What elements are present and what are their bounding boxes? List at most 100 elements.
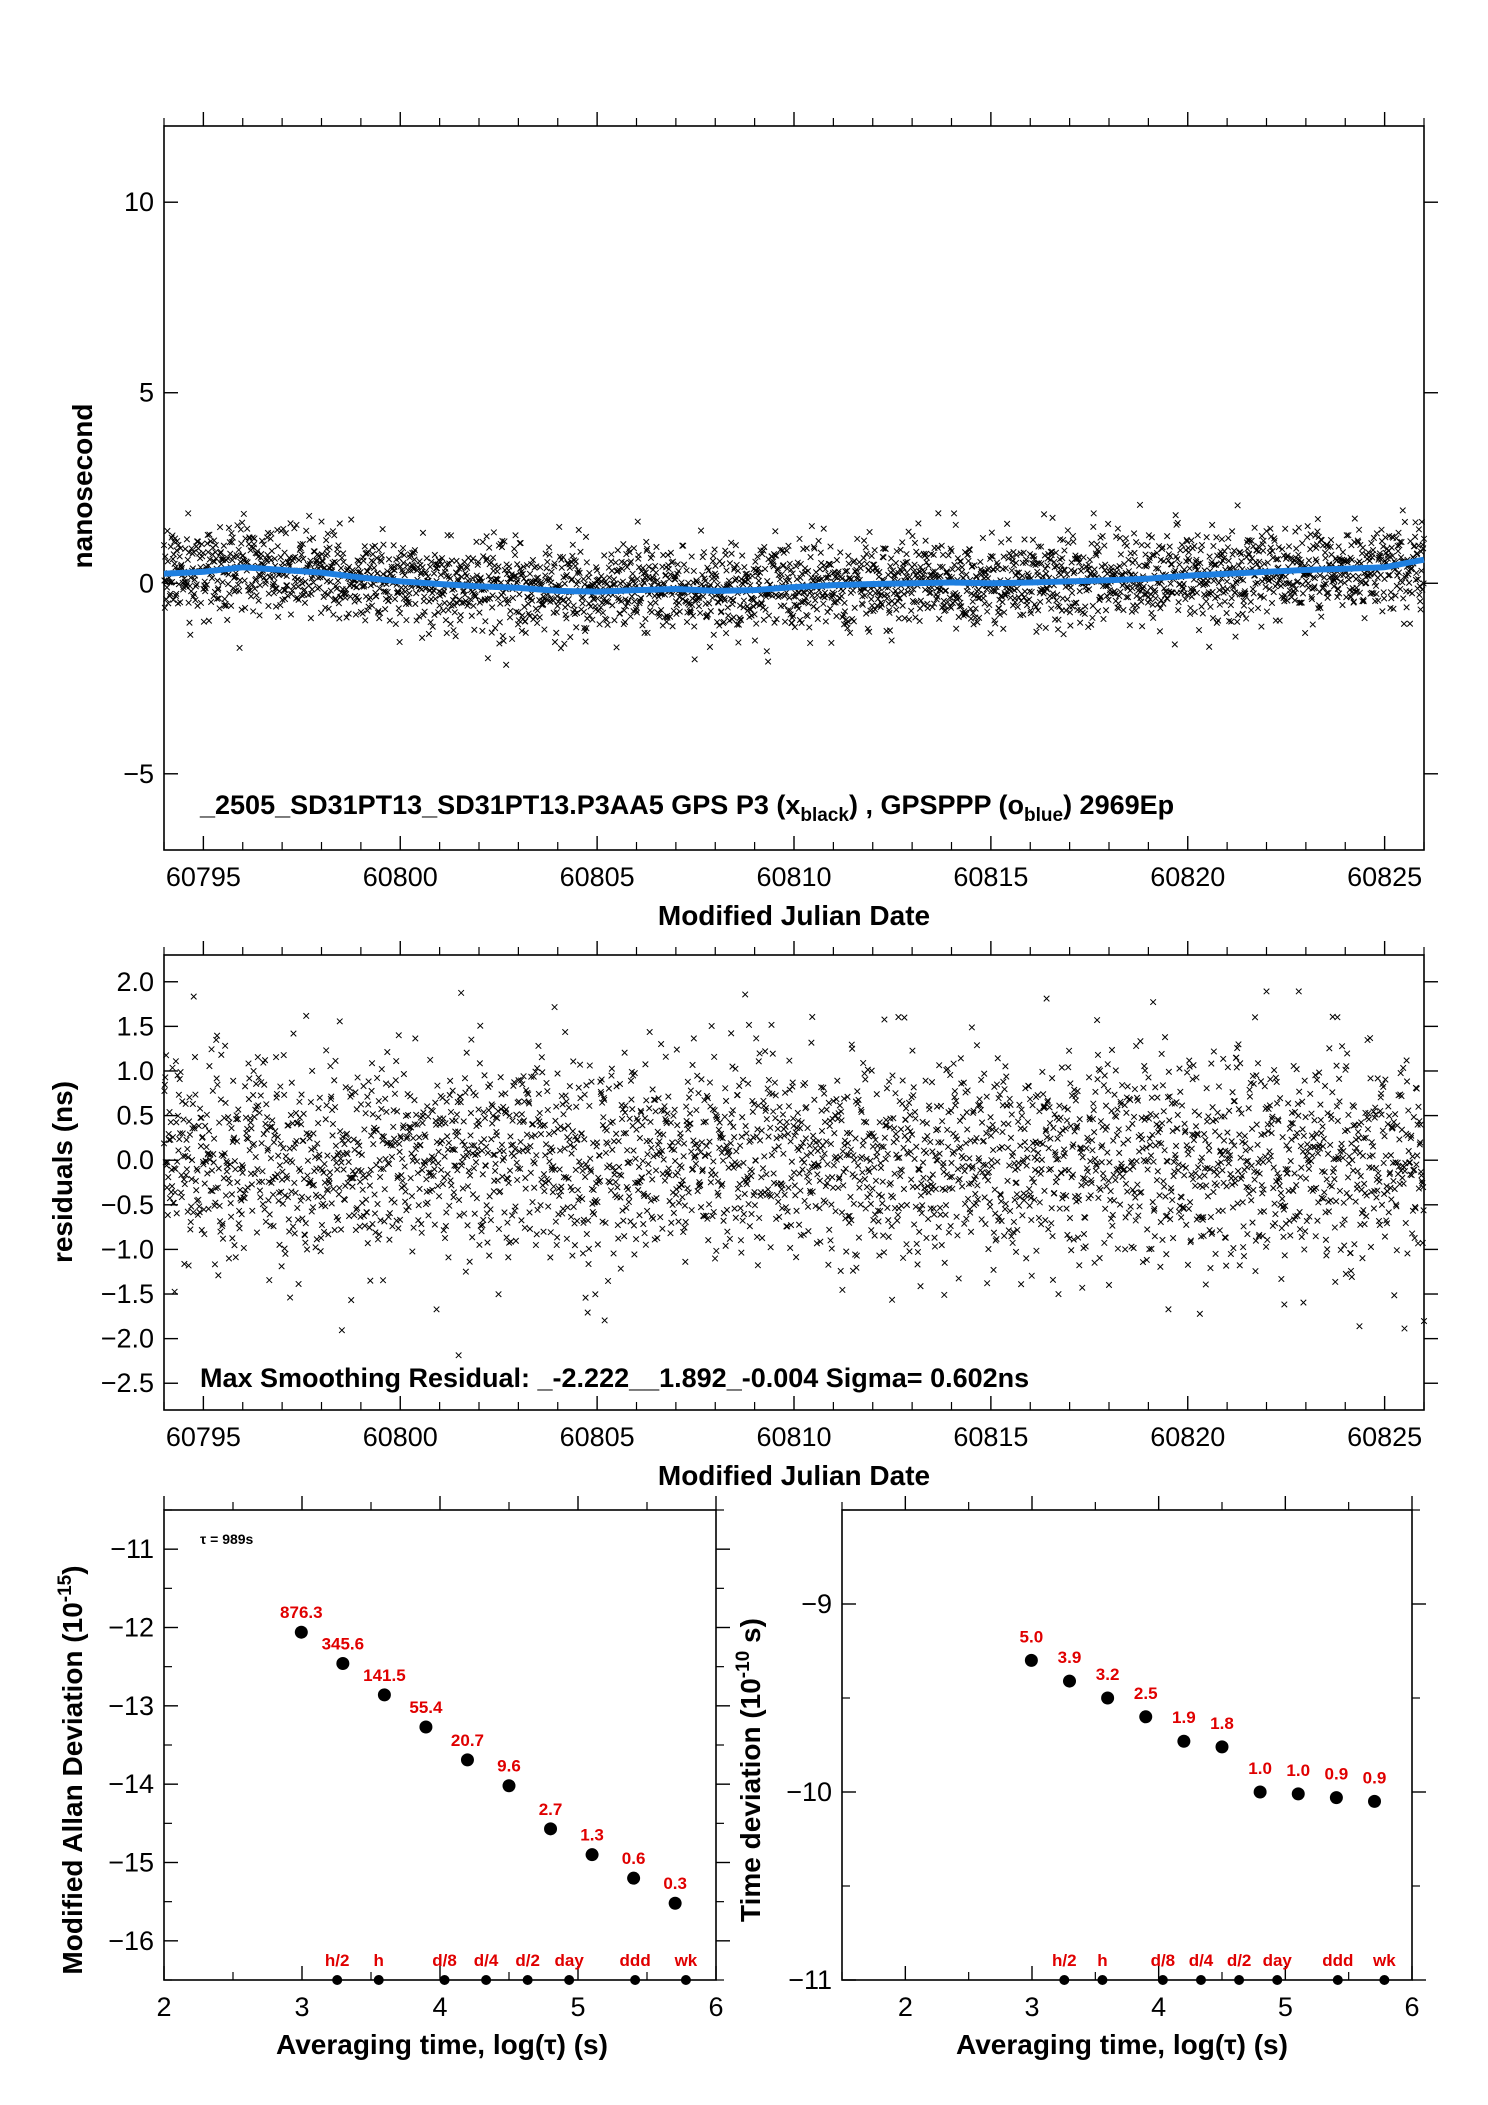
x-marker (697, 527, 705, 534)
x-marker (197, 1142, 205, 1150)
x-marker (185, 1154, 192, 1161)
x-marker (1399, 579, 1406, 586)
x-marker (182, 1100, 189, 1108)
x-marker (1101, 567, 1108, 574)
x-marker (747, 606, 754, 613)
x-marker (1005, 555, 1012, 562)
blue-smoothed-line (163, 556, 1425, 595)
x-marker (583, 559, 590, 566)
x-marker (331, 532, 338, 539)
x-marker (1117, 588, 1124, 595)
x-marker (732, 542, 739, 549)
x-marker (796, 616, 804, 624)
x-marker (830, 599, 838, 606)
x-marker (989, 553, 996, 560)
x-marker (525, 600, 532, 607)
x-marker (1035, 559, 1043, 567)
x-marker (171, 1189, 179, 1196)
x-marker (573, 624, 580, 631)
phase-ticks (163, 112, 1438, 850)
x-marker (541, 596, 548, 603)
x-marker (1366, 557, 1373, 564)
x-marker (1252, 580, 1259, 587)
x-marker (256, 582, 264, 589)
x-marker (1020, 594, 1028, 601)
x-marker (669, 591, 676, 598)
x-marker (688, 553, 695, 560)
x-marker (271, 555, 278, 562)
x-marker (1295, 551, 1302, 558)
x-marker (1186, 610, 1194, 618)
x-marker (1102, 607, 1110, 614)
x-marker (325, 591, 332, 599)
x-marker (618, 597, 625, 605)
x-marker (1379, 608, 1386, 615)
x-marker (643, 547, 650, 554)
x-marker (430, 587, 437, 594)
x-marker (609, 602, 616, 609)
x-marker (608, 567, 616, 574)
x-marker (362, 617, 369, 624)
x-marker (1082, 603, 1089, 610)
x-marker (762, 606, 769, 613)
x-marker (900, 564, 907, 571)
x-marker (173, 547, 180, 554)
x-marker (212, 549, 219, 556)
x-marker (1152, 595, 1159, 602)
x-marker (1400, 595, 1407, 602)
x-marker (1294, 578, 1302, 585)
x-marker (206, 1062, 213, 1070)
x-marker (809, 592, 816, 599)
x-marker (1019, 572, 1026, 580)
x-marker (1246, 537, 1253, 544)
x-marker (974, 619, 981, 626)
x-marker (648, 608, 655, 616)
x-marker (443, 629, 450, 637)
x-marker (224, 1114, 232, 1121)
x-marker (1102, 561, 1109, 568)
x-marker (650, 578, 658, 585)
x-marker (652, 562, 659, 570)
x-marker (953, 594, 960, 601)
x-marker (1188, 537, 1195, 544)
x-marker (613, 644, 620, 651)
x-marker (303, 527, 310, 534)
x-marker (488, 629, 495, 636)
x-marker (167, 590, 174, 598)
x-marker (693, 579, 700, 586)
x-marker (314, 574, 322, 581)
x-marker (1419, 545, 1427, 552)
x-marker (245, 587, 252, 594)
x-marker (669, 623, 676, 630)
x-marker (1273, 580, 1281, 588)
x-marker (664, 551, 672, 559)
x-marker (984, 575, 992, 582)
x-marker (282, 530, 289, 537)
x-marker (987, 553, 995, 560)
x-marker (1251, 524, 1258, 531)
x-marker (690, 567, 697, 575)
x-marker (843, 567, 851, 575)
x-marker (241, 604, 249, 612)
x-marker (924, 604, 931, 612)
y-tick-label: −5 (123, 759, 154, 789)
x-marker (963, 571, 970, 578)
x-marker (934, 544, 942, 551)
x-marker (1230, 584, 1237, 591)
x-marker (1245, 550, 1253, 557)
x-marker (1339, 601, 1346, 609)
x-marker (996, 611, 1004, 618)
x-marker (1241, 588, 1249, 595)
x-marker (1176, 561, 1183, 568)
x-marker (798, 570, 806, 577)
x-marker (820, 525, 827, 532)
x-marker (309, 534, 317, 542)
x-marker (1387, 589, 1395, 596)
x-marker (689, 612, 697, 619)
x-marker (1135, 562, 1143, 569)
x-marker (294, 583, 302, 590)
x-marker (217, 1096, 225, 1103)
x-marker (1267, 544, 1274, 551)
x-marker (379, 525, 386, 533)
x-marker (1038, 560, 1045, 567)
